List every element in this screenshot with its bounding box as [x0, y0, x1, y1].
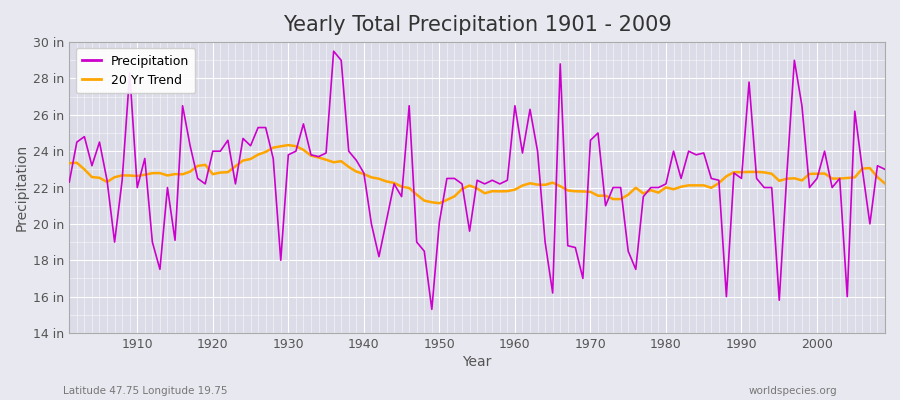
Title: Yearly Total Precipitation 1901 - 2009: Yearly Total Precipitation 1901 - 2009 — [283, 15, 671, 35]
Legend: Precipitation, 20 Yr Trend: Precipitation, 20 Yr Trend — [76, 48, 195, 93]
Y-axis label: Precipitation: Precipitation — [15, 144, 29, 231]
Text: worldspecies.org: worldspecies.org — [749, 386, 837, 396]
X-axis label: Year: Year — [463, 355, 491, 369]
Text: Latitude 47.75 Longitude 19.75: Latitude 47.75 Longitude 19.75 — [63, 386, 228, 396]
